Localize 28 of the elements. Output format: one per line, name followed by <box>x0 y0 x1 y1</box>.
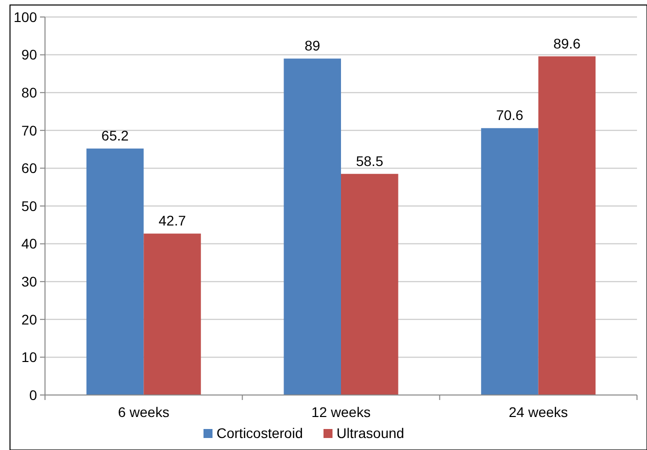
bar <box>86 148 144 395</box>
legend-label: Corticosteroid <box>216 425 303 441</box>
data-label: 89.6 <box>553 35 581 52</box>
y-tick-label: 0 <box>29 386 38 403</box>
bar <box>538 56 596 395</box>
data-label: 42.7 <box>158 212 186 229</box>
data-label: 70.6 <box>496 107 524 124</box>
y-tick-label: 80 <box>21 84 38 100</box>
y-tick-label: 20 <box>21 311 38 328</box>
x-tick-label: 6 weeks <box>118 404 170 420</box>
data-label: 89 <box>304 38 320 54</box>
legend-label: Ultrasound <box>336 425 404 441</box>
y-tick-label: 50 <box>21 198 38 214</box>
bar <box>284 58 341 395</box>
data-label: 65.2 <box>101 128 129 144</box>
x-tick-label: 12 weeks <box>311 404 371 420</box>
bar <box>341 174 398 395</box>
y-tick-label: 30 <box>21 274 38 290</box>
y-tick-label: 100 <box>14 8 38 25</box>
y-tick-label: 40 <box>21 236 38 252</box>
bar <box>481 128 538 395</box>
y-tick-label: 90 <box>21 46 38 63</box>
data-label: 58.5 <box>356 152 384 169</box>
y-tick-label: 60 <box>21 160 38 176</box>
x-tick-label: 24 weeks <box>508 404 568 420</box>
y-tick-label: 10 <box>21 349 38 366</box>
bar <box>144 234 201 395</box>
y-tick-label: 70 <box>21 122 38 138</box>
